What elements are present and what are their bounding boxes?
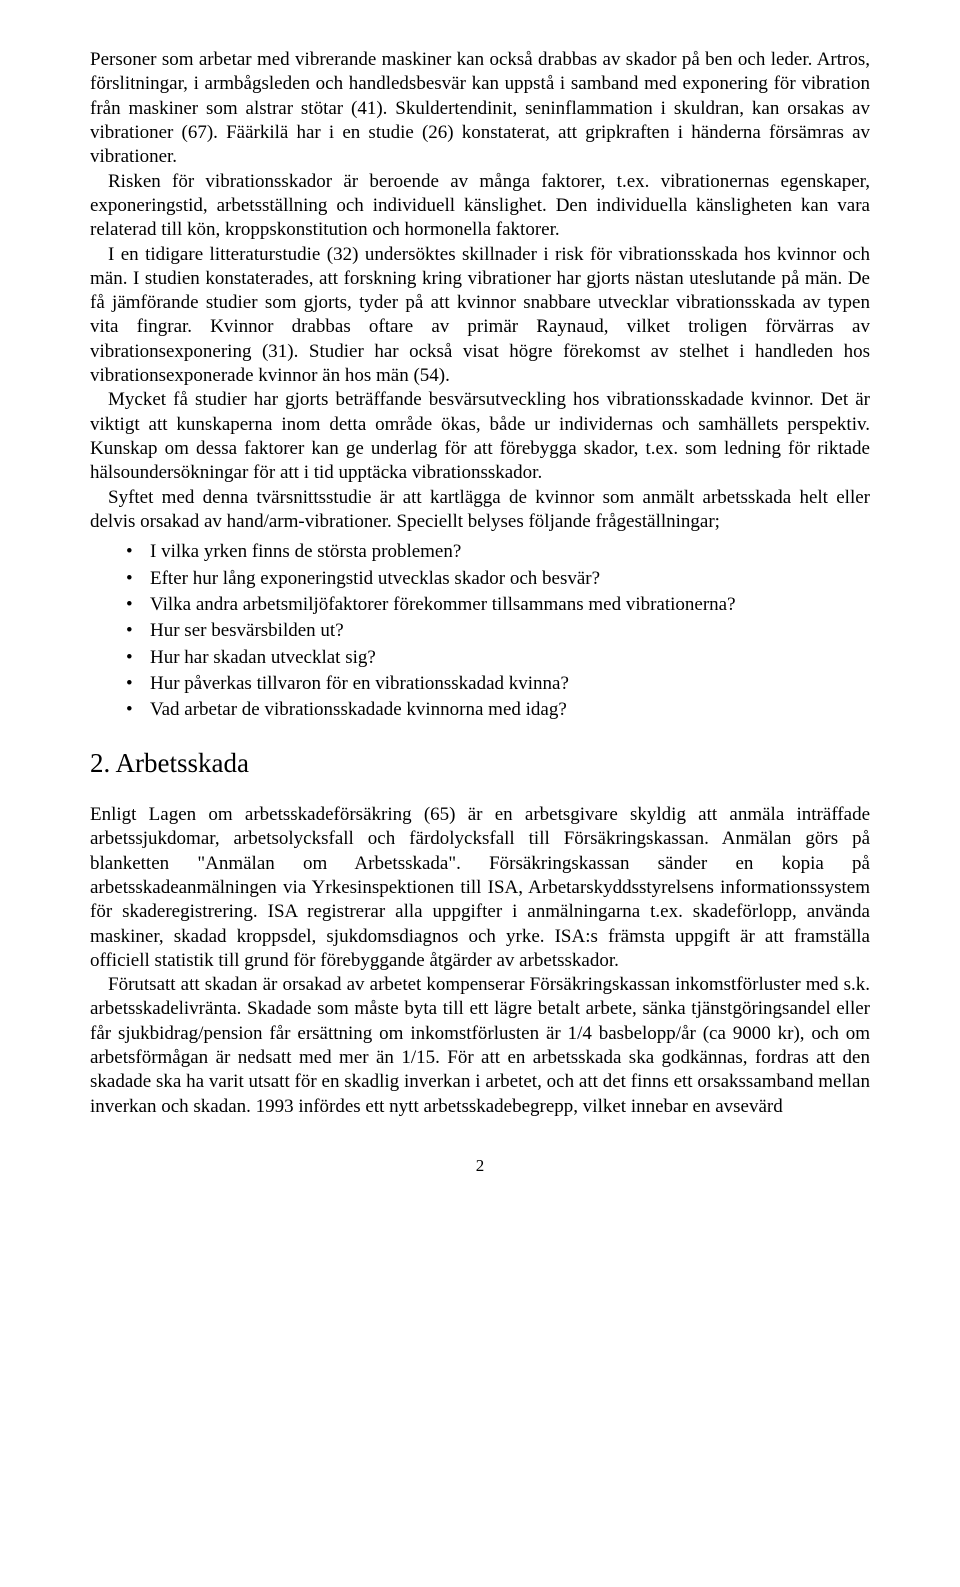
body-paragraph: Mycket få studier har gjorts beträffande… xyxy=(90,388,870,485)
body-paragraph: Syftet med denna tvärsnittsstudie är att… xyxy=(90,486,870,535)
body-paragraph: Risken för vibrationsskador är beroende … xyxy=(90,170,870,243)
list-item: Hur påverkas tillvaron för en vibrations… xyxy=(126,672,870,696)
body-paragraph: Enligt Lagen om arbetsskadeförsäkring (6… xyxy=(90,803,870,973)
body-paragraph: Personer som arbetar med vibrerande mask… xyxy=(90,48,870,170)
body-paragraph: I en tidigare litteraturstudie (32) unde… xyxy=(90,243,870,389)
list-item: Efter hur lång exponeringstid utvecklas … xyxy=(126,567,870,591)
list-item: Hur ser besvärsbilden ut? xyxy=(126,619,870,643)
list-item: Hur har skadan utvecklat sig? xyxy=(126,646,870,670)
list-item: Vilka andra arbetsmiljöfaktorer förekomm… xyxy=(126,593,870,617)
question-list: I vilka yrken finns de största problemen… xyxy=(126,540,870,722)
section-heading: 2. Arbetsskada xyxy=(90,746,870,781)
page-number: 2 xyxy=(90,1155,870,1177)
body-paragraph: Förutsatt att skadan är orsakad av arbet… xyxy=(90,973,870,1119)
list-item: I vilka yrken finns de största problemen… xyxy=(126,540,870,564)
list-item: Vad arbetar de vibrationsskadade kvinnor… xyxy=(126,698,870,722)
